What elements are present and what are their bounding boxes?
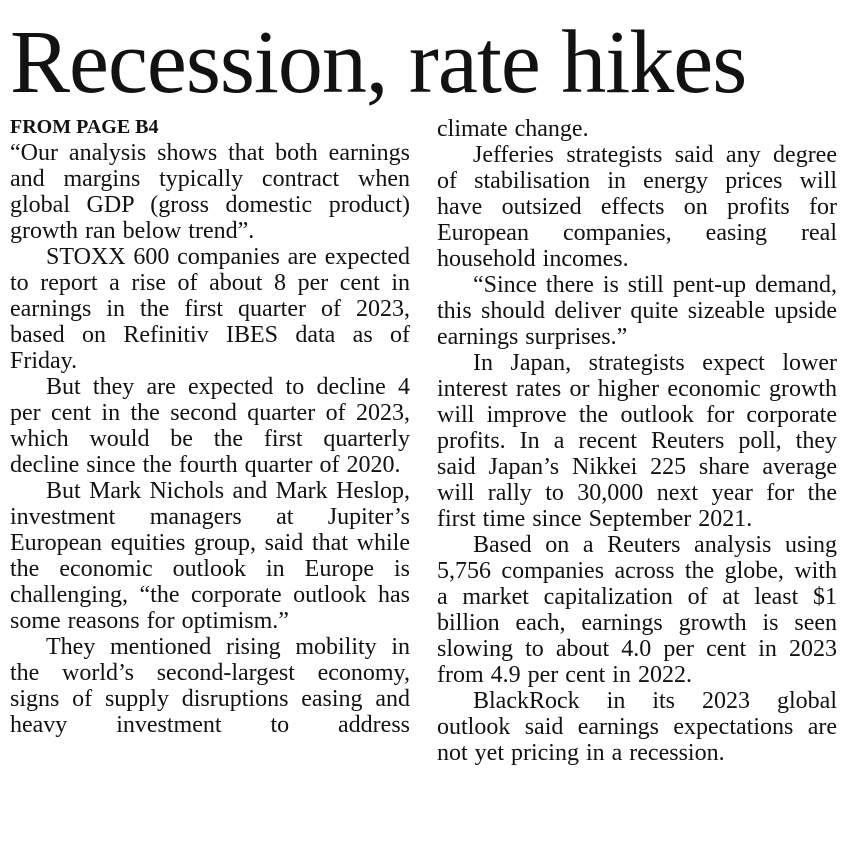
article-paragraph: But they are expected to decline 4 per c… xyxy=(10,374,410,478)
article-paragraph: They mentioned rising mobility in the wo… xyxy=(10,634,410,738)
article-body: FROM PAGE B4 “Our analysis shows that bo… xyxy=(10,116,837,766)
newspaper-page: Recession, rate hikes FROM PAGE B4 “Our … xyxy=(0,18,846,860)
article-column-right: climate change. Jefferies strategists sa… xyxy=(437,116,837,766)
article-paragraph: Jefferies strategists said any degree of… xyxy=(437,142,837,272)
continuation-kicker: FROM PAGE B4 xyxy=(10,116,159,138)
article-paragraph: In Japan, strategists expect lower inter… xyxy=(437,350,837,532)
article-paragraph: Based on a Reuters analysis using 5,756 … xyxy=(437,532,837,688)
article-paragraph: STOXX 600 companies are expected to repo… xyxy=(10,244,410,374)
article-paragraph: climate change. xyxy=(437,116,589,142)
article-paragraph: “Our analysis shows that both earnings a… xyxy=(10,140,410,244)
article-column-left: FROM PAGE B4 “Our analysis shows that bo… xyxy=(10,116,410,738)
article-headline: Recession, rate hikes xyxy=(10,13,747,112)
article-paragraph: BlackRock in its 2023 global outlook sai… xyxy=(437,688,837,766)
article-paragraph: But Mark Nichols and Mark Heslop, invest… xyxy=(10,478,410,634)
article-paragraph: “Since there is still pent-up demand, th… xyxy=(437,272,837,350)
